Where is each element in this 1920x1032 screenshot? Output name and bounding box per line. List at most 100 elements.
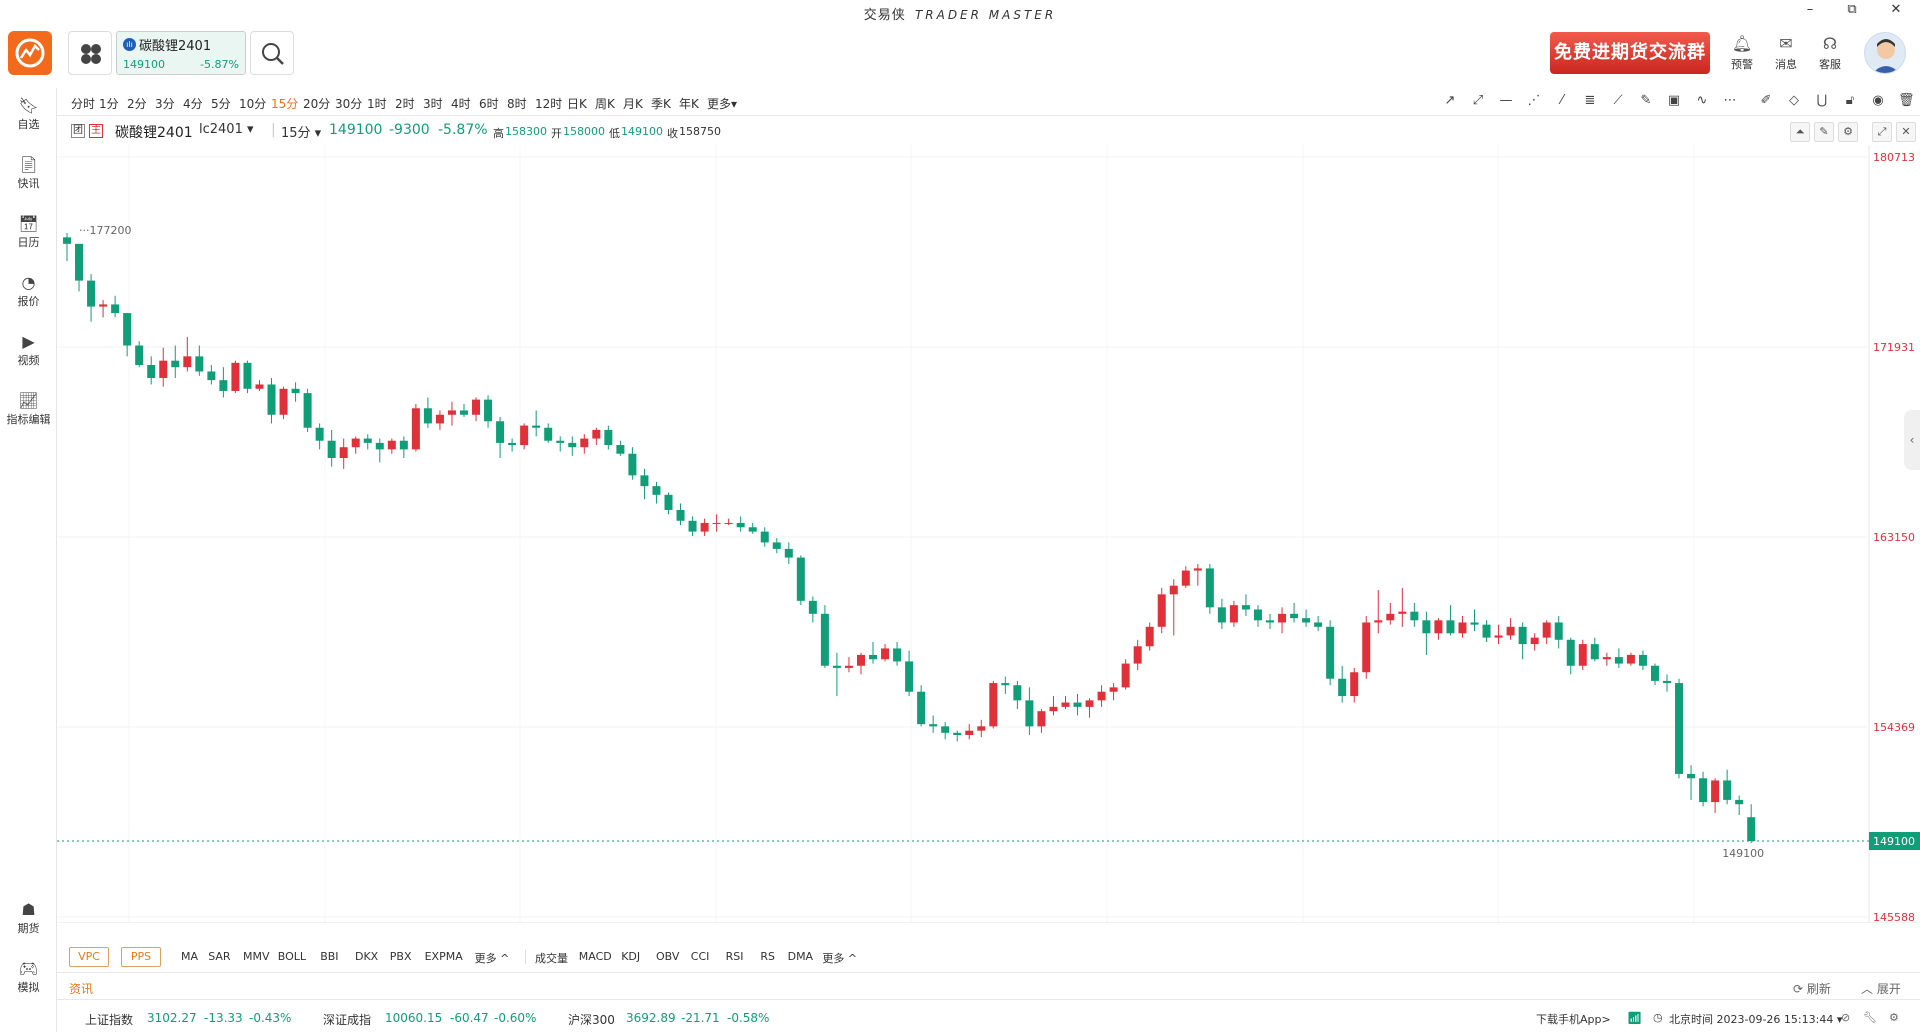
indicator-item[interactable]: CCI [690,950,710,963]
indicator-item[interactable]: SAR [208,950,231,963]
news-tab[interactable]: 资讯 [69,982,94,996]
index-name[interactable]: 上证指数 [85,1013,134,1027]
magnet-tool-icon[interactable]: ⋃ [1816,93,1828,108]
indicator-item[interactable]: 成交量 [535,952,568,965]
wrench-icon[interactable]: 🔧︎ [1863,1011,1877,1024]
period-tab[interactable]: 2分 [127,97,147,111]
apps-grid-button[interactable] [68,31,112,75]
period-tab[interactable]: 2时 [395,97,415,111]
period-tab[interactable]: 日K [567,97,587,111]
expand-button[interactable]: ︿ 展开 [1861,980,1901,997]
indicator-item[interactable]: DKX [355,950,379,963]
lock-tool-icon[interactable]: 🔓︎ [1845,93,1855,108]
user-avatar[interactable] [1864,32,1906,74]
minimize-button[interactable]: – [1806,2,1814,17]
promo-banner[interactable]: 免费进期货交流群 [1550,32,1710,74]
refresh-button[interactable]: ⟳ 刷新 [1793,980,1831,997]
period-tab[interactable]: 1分 [99,97,119,111]
indicator-item[interactable]: 更多 ^ [822,952,858,965]
indicator-item[interactable]: 更多 ^ [474,952,510,965]
trash-tool-icon[interactable]: 🗑︎ [1898,93,1915,108]
sidebar-item-futures[interactable]: ☗ 期货 [0,900,57,936]
indicator-item[interactable]: EXPMA [424,950,463,963]
settings-icon[interactable]: ⚙ [1889,1011,1899,1024]
main-contract-tag[interactable]: 主 [89,124,103,138]
indicator-item[interactable]: MACD [578,950,612,963]
indicator-item[interactable]: OBV [656,950,680,963]
chart-edit-icon[interactable]: ✎ [1814,122,1834,142]
indicator-item[interactable]: MA [181,950,199,963]
period-tab[interactable]: 更多▾ [707,97,738,111]
restore-button[interactable]: ⧉ [1847,2,1857,17]
chart-maximize-icon[interactable]: ⤢ [1872,122,1892,142]
indicator-item[interactable]: DMA [787,950,814,963]
more-tools-icon[interactable]: ⋯ [1723,93,1737,108]
period-tab[interactable]: 15分 [271,97,299,111]
image-tool-icon[interactable]: ▣ [1667,93,1681,108]
period-tab[interactable]: 季K [651,97,671,111]
beijing-time[interactable]: 北京时间 2023-09-26 15:13:44 ▾ [1669,1013,1843,1026]
indicator-item[interactable]: BBI [320,950,339,963]
sidebar-item-watchlist[interactable]: 🔖︎ 自选 [0,96,57,132]
download-app-link[interactable]: 下载手机App> [1536,1013,1611,1026]
brush-tool-icon[interactable]: ✎ [1640,93,1652,108]
app-logo[interactable] [8,31,52,75]
alert-button[interactable]: 🔔︎ 预警 [1724,34,1760,72]
period-tab[interactable]: 月K [623,97,643,111]
period-tab[interactable]: 30分 [335,97,363,111]
group-tag[interactable]: 团 [71,124,85,138]
chart-close-icon[interactable]: ✕ [1896,122,1916,142]
sidebar-item-quotes[interactable]: ◔ 报价 [0,273,57,309]
period-tab[interactable]: 12时 [535,97,563,111]
indicator-toggle[interactable]: PPS [121,947,161,967]
period-tab[interactable]: 3时 [423,97,443,111]
period-tab[interactable]: 1时 [367,97,387,111]
chart-settings-icon[interactable]: ⚙ [1838,122,1858,142]
period-tab[interactable]: 周K [595,97,615,111]
period-tab[interactable]: 20分 [303,97,331,111]
eraser-tool-icon[interactable]: ◇ [1789,93,1799,108]
indicator-item[interactable]: MMV [243,950,270,963]
side-panel-toggle[interactable]: ‹ [1904,410,1920,470]
horizontal-line-tool-icon[interactable]: — [1499,93,1513,108]
close-button[interactable]: ✕ [1890,2,1902,17]
pencil-line-tool-icon[interactable]: ⁄ [1560,93,1564,108]
period-tab[interactable]: 10分 [239,97,267,111]
ticker-card[interactable]: ılı 碳酸锂2401 149100 -5.87% [116,31,246,75]
contract-code-select[interactable]: lc2401 ▾ [199,122,254,137]
service-button[interactable]: ☊ 客服 [1812,34,1848,72]
link-icon[interactable]: ⊘ [1841,1011,1851,1024]
sidebar-item-indicator-edit[interactable]: 📈︎ 指标编辑 [0,391,57,427]
indicator-item[interactable]: BOLL [277,950,307,963]
index-name[interactable]: 深证成指 [323,1013,372,1027]
fan-tool-icon[interactable]: ⟋ [1613,93,1623,108]
period-tab[interactable]: 4时 [451,97,471,111]
index-name[interactable]: 沪深300 [568,1013,615,1027]
period-tab[interactable]: 3分 [155,97,175,111]
sidebar-item-news-flash[interactable]: 📄︎ 快讯 [0,155,57,191]
sidebar-item-simulation[interactable]: 🎮︎ 模拟 [0,959,57,995]
period-tab[interactable]: 5分 [211,97,231,111]
message-button[interactable]: ✉ 消息 [1768,34,1804,72]
polyline-tool-icon[interactable]: ⋰ [1527,93,1541,108]
fibonacci-tool-icon[interactable]: ≣ [1584,93,1596,108]
period-tab[interactable]: 8时 [507,97,527,111]
indicator-item[interactable]: RS [760,950,776,963]
indicator-item[interactable]: PBX [389,950,412,963]
indicator-item[interactable]: RSI [725,950,744,963]
candlestick-chart[interactable]: 18071317193116315015436914558809-14 10:1… [57,145,1920,923]
ray-tool-icon[interactable]: ↗ [1444,93,1456,108]
search-button[interactable] [250,31,294,75]
extended-line-tool-icon[interactable]: ⤢ [1472,93,1484,108]
period-tab[interactable]: 6时 [479,97,499,111]
chart-type-icon[interactable]: ⏶ [1790,122,1810,142]
edit-tool-icon[interactable]: ✐ [1760,93,1772,108]
eye-tool-icon[interactable]: ◉ [1872,93,1884,108]
period-tab[interactable]: 4分 [183,97,203,111]
period-tab[interactable]: 年K [679,97,699,111]
sidebar-item-calendar[interactable]: 📅︎ 日历 [0,214,57,250]
wave-tool-icon[interactable]: ∿ [1696,93,1708,108]
indicator-toggle[interactable]: VPC [69,947,109,967]
period-tab[interactable]: 分时 [71,97,96,111]
sidebar-item-video[interactable]: ▶ 视频 [0,332,57,368]
